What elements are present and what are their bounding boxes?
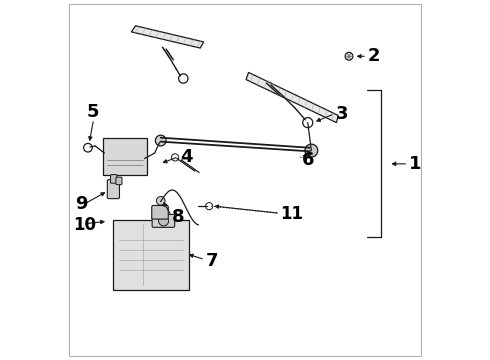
Circle shape (345, 52, 353, 60)
Text: 5: 5 (87, 103, 99, 121)
FancyBboxPatch shape (107, 180, 120, 199)
Text: 3: 3 (336, 105, 348, 123)
Text: 2: 2 (368, 47, 381, 65)
Text: 11: 11 (280, 205, 303, 223)
Text: 4: 4 (180, 148, 192, 166)
Text: 10: 10 (73, 216, 96, 234)
Polygon shape (246, 72, 338, 123)
FancyBboxPatch shape (152, 215, 175, 227)
Circle shape (155, 135, 166, 146)
Circle shape (159, 216, 169, 226)
Polygon shape (131, 26, 204, 48)
FancyBboxPatch shape (111, 175, 117, 183)
FancyBboxPatch shape (152, 206, 168, 219)
Circle shape (305, 144, 318, 157)
Circle shape (156, 197, 165, 205)
Text: 1: 1 (409, 155, 422, 173)
Text: 8: 8 (172, 208, 184, 226)
Text: 7: 7 (205, 252, 218, 270)
Text: 6: 6 (302, 151, 314, 169)
FancyBboxPatch shape (102, 138, 147, 175)
Text: 9: 9 (74, 195, 87, 213)
FancyBboxPatch shape (113, 220, 189, 291)
FancyBboxPatch shape (116, 177, 122, 185)
